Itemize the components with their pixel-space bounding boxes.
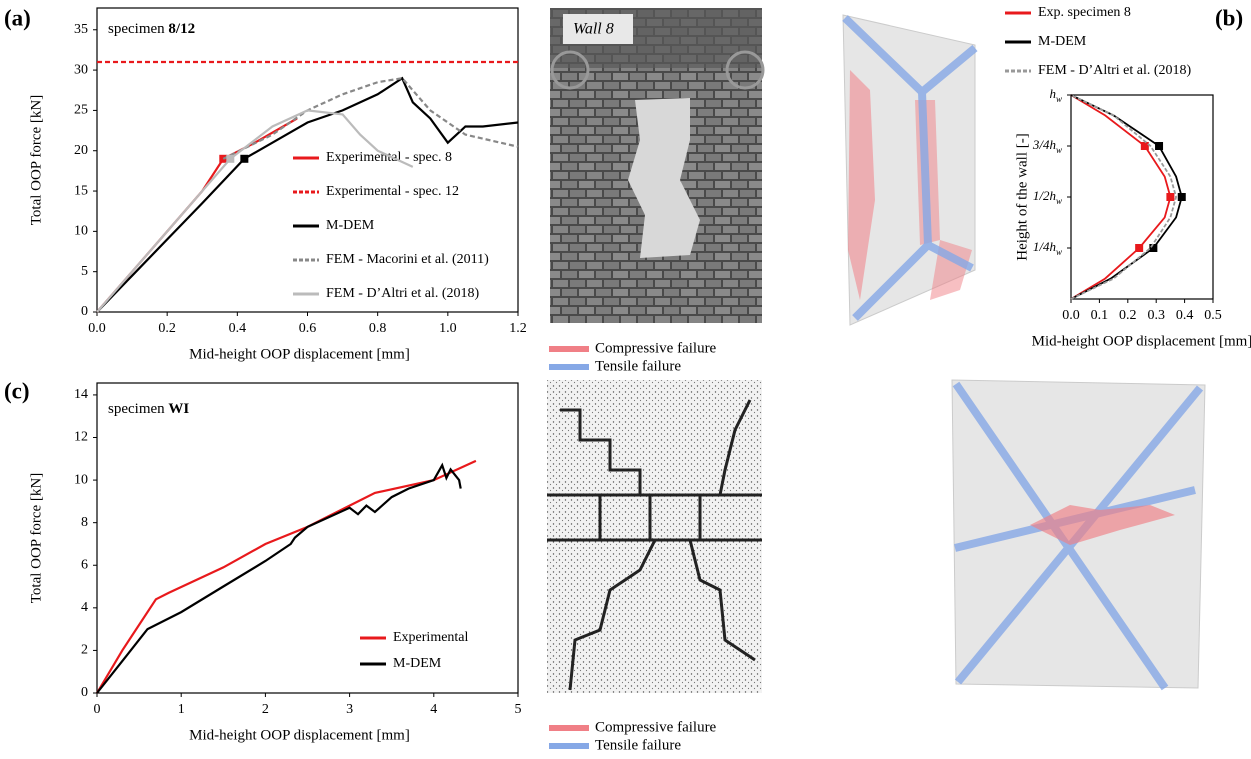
annotation: specimen 8/12 — [108, 21, 195, 37]
y-axis-label: Total OOP force [kN] — [28, 473, 44, 603]
legend-label: Experimental - spec. 8 — [326, 150, 452, 165]
model-render — [952, 380, 1205, 688]
tick-sub: w — [1056, 196, 1062, 206]
x-tick-label: 0.4 — [1176, 308, 1194, 323]
y-tick-label: 35 — [74, 22, 88, 37]
point-marker — [1141, 142, 1149, 150]
photo-label: Wall 8 — [573, 21, 614, 38]
tick-main: 1/2h — [1033, 188, 1056, 203]
legend-label: Experimental — [393, 630, 469, 645]
annotation-text: specimen — [108, 401, 165, 417]
series-line — [97, 119, 297, 313]
legend-label: FEM - D’Altri et al. (2018) — [1038, 63, 1192, 78]
y-axis-label: Total OOP force [kN] — [28, 95, 44, 225]
x-tick-label: 0.0 — [88, 321, 106, 336]
y-tick-label: 8 — [81, 515, 88, 530]
x-tick-label: 0.3 — [1147, 308, 1165, 323]
y-tick-label: 0 — [81, 685, 88, 700]
x-tick-label: 0.5 — [1204, 308, 1222, 323]
legend-label: Tensile failure — [595, 358, 681, 374]
annotation-bold: WI — [168, 401, 189, 417]
point-marker — [1178, 193, 1186, 201]
legend-label: Exp. specimen 8 — [1038, 5, 1131, 20]
tick-main: 3/4h — [1032, 137, 1056, 152]
legend-label: Compressive failure — [595, 719, 717, 735]
point-marker — [1166, 193, 1174, 201]
x-tick-label: 2 — [262, 702, 269, 717]
y-tick-label: 15 — [74, 183, 88, 198]
tick-sub: w — [1056, 145, 1062, 155]
y-tick-label: 10 — [74, 224, 88, 239]
legend-label: Compressive failure — [595, 340, 717, 356]
y-tick-label: 10 — [74, 472, 88, 487]
x-axis-label: Mid-height OOP displacement [mm] — [1032, 333, 1251, 349]
plot-frame — [1071, 95, 1213, 299]
y-tick-label: 30 — [74, 62, 88, 77]
x-tick-label: 0.1 — [1091, 308, 1109, 323]
y-tick-label: 6 — [81, 557, 88, 572]
y-axis-label: Height of the wall [-] — [1014, 133, 1030, 260]
x-axis-label: Mid-height OOP displacement [mm] — [189, 346, 410, 362]
point-marker — [1155, 142, 1163, 150]
point-marker — [226, 155, 234, 163]
model-render — [843, 15, 975, 325]
legend-label: M-DEM — [393, 656, 442, 671]
legend-label: Tensile failure — [595, 737, 681, 753]
annotation: specimen WI — [108, 401, 189, 417]
y-tick-label: 2 — [81, 643, 88, 658]
x-tick-label: 0.4 — [229, 321, 247, 336]
legend-label: M-DEM — [326, 218, 375, 233]
x-tick-label: 0.6 — [299, 321, 317, 336]
series-line — [97, 110, 413, 312]
y-tick-label: 0 — [81, 304, 88, 319]
annotation-bold: 8/12 — [168, 21, 195, 37]
x-tick-label: 0.2 — [158, 321, 176, 336]
tick-main: 1/4h — [1033, 239, 1056, 254]
x-tick-label: 0.0 — [1062, 308, 1080, 323]
y-tick-label: 3/4hw — [1032, 137, 1062, 155]
y-tick-label: 1/4hw — [1033, 239, 1062, 257]
tick-sub: w — [1056, 247, 1062, 257]
x-tick-label: 0.2 — [1119, 308, 1137, 323]
point-marker — [240, 155, 248, 163]
annotation-text: specimen — [108, 21, 165, 37]
x-tick-label: 0.8 — [369, 321, 387, 336]
y-tick-label: 4 — [81, 600, 88, 615]
y-tick-label: 1/2hw — [1033, 188, 1062, 206]
y-tick-label: hw — [1049, 86, 1062, 104]
legend-label: FEM - D’Altri et al. (2018) — [326, 286, 480, 301]
panel-label: (b) — [1215, 5, 1243, 30]
figure: (a) (b) (c) Wall 8 — [0, 0, 1251, 759]
wall-photo: Wall 8 — [550, 8, 763, 323]
x-tick-label: 4 — [430, 702, 437, 717]
y-tick-label: 25 — [74, 103, 88, 118]
legend-label: FEM - Macorini et al. (2011) — [326, 252, 489, 267]
crack-photo — [547, 380, 762, 693]
y-tick-label: 14 — [74, 387, 88, 402]
plot-frame — [97, 383, 518, 693]
y-tick-label: 5 — [81, 264, 88, 279]
x-tick-label: 0 — [94, 702, 101, 717]
profile-line — [1071, 95, 1170, 299]
legend-label: Experimental - spec. 12 — [326, 184, 459, 199]
x-tick-label: 1.0 — [439, 321, 457, 336]
panel-label: (a) — [4, 5, 31, 30]
x-tick-label: 3 — [346, 702, 353, 717]
point-marker — [1135, 244, 1143, 252]
tick-sub: w — [1056, 94, 1062, 104]
legend-label: M-DEM — [1038, 34, 1087, 49]
x-tick-label: 1.2 — [509, 321, 527, 336]
x-tick-label: 1 — [178, 702, 185, 717]
y-tick-label: 12 — [74, 430, 88, 445]
x-axis-label: Mid-height OOP displacement [mm] — [189, 727, 410, 743]
y-tick-label: 20 — [74, 143, 88, 158]
panel-label: (c) — [4, 378, 30, 403]
x-tick-label: 5 — [515, 702, 522, 717]
